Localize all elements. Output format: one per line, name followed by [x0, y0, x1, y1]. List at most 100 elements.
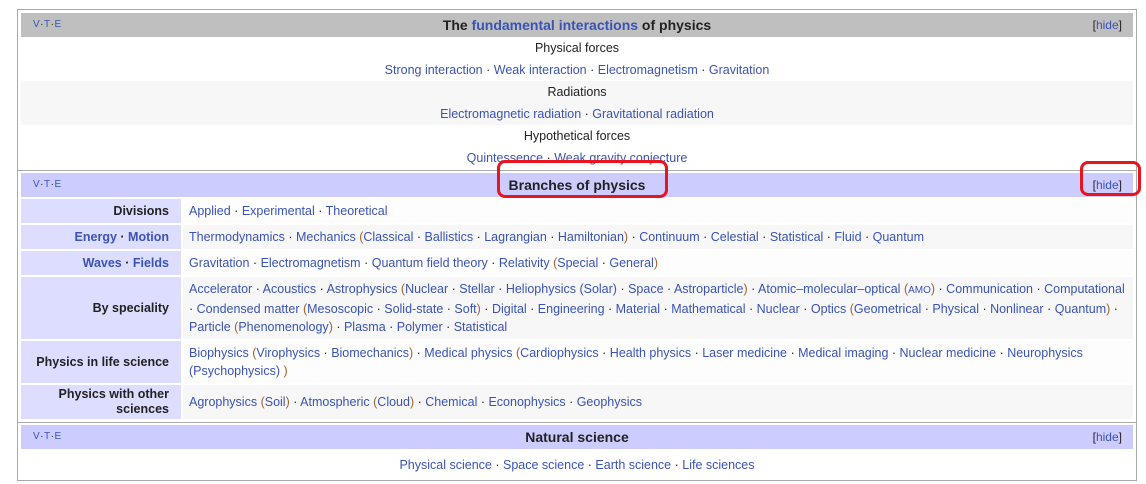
- nav-link[interactable]: Lagrangian: [484, 230, 547, 244]
- branch-link[interactable]: Relativity: [498, 256, 550, 270]
- nav-link[interactable]: Quantum: [1054, 302, 1107, 316]
- nav-link[interactable]: Gravitational radiation: [592, 107, 714, 121]
- branch-link[interactable]: Medical physics: [424, 346, 513, 360]
- hide-toggle[interactable]: [hide]: [1092, 18, 1122, 32]
- branch-link[interactable]: Accelerator: [189, 282, 253, 296]
- nav-link[interactable]: Astroparticle: [673, 282, 744, 296]
- nav-link[interactable]: General: [609, 256, 654, 270]
- branch-link[interactable]: Geophysics: [576, 395, 643, 409]
- branch-link[interactable]: Material: [615, 302, 661, 316]
- row-label-link[interactable]: Fields: [132, 255, 169, 270]
- nav-link[interactable]: Gravitation: [708, 63, 770, 77]
- branch-link[interactable]: Mathematical: [671, 302, 746, 316]
- branch-link[interactable]: Computational: [1044, 282, 1125, 296]
- nav-link[interactable]: Strong interaction: [384, 63, 483, 77]
- nav-link[interactable]: Space science: [502, 458, 585, 472]
- branch-link[interactable]: Chemical: [425, 395, 478, 409]
- nav-link[interactable]: Space: [628, 282, 664, 296]
- branch-link[interactable]: Nuclear: [756, 302, 800, 316]
- branch-link[interactable]: Electromagnetism: [260, 256, 361, 270]
- nav-link[interactable]: Neurophysics (Psychophysics): [189, 346, 1083, 378]
- nav-link[interactable]: Life sciences: [682, 458, 755, 472]
- paren: (: [397, 282, 406, 296]
- branch-link[interactable]: Fluid: [834, 230, 862, 244]
- nav-link[interactable]: Nonlinear: [990, 302, 1044, 316]
- nav-link[interactable]: Soft: [454, 302, 477, 316]
- branch-link[interactable]: Continuum: [639, 230, 700, 244]
- branch-link[interactable]: Agrophysics: [189, 395, 258, 409]
- branch-link[interactable]: Astrophysics: [326, 282, 398, 296]
- nav-link[interactable]: Electromagnetism: [597, 63, 698, 77]
- nav-link[interactable]: Electromagnetic radiation: [440, 107, 582, 121]
- branch-link[interactable]: Statistical: [769, 230, 824, 244]
- branch-link[interactable]: Plasma: [343, 320, 386, 334]
- row-label-link[interactable]: Motion: [128, 229, 169, 244]
- nav-link[interactable]: Biomechanics: [331, 346, 410, 360]
- branch-link[interactable]: Optics: [810, 302, 847, 316]
- nav-link[interactable]: Hamiltonian: [557, 230, 624, 244]
- branch-link[interactable]: Acoustics: [262, 282, 317, 296]
- branch-link[interactable]: Atmospheric: [300, 395, 370, 409]
- nav-link[interactable]: Virophysics: [256, 346, 321, 360]
- nav-link[interactable]: Cardiophysics: [520, 346, 599, 360]
- nav-link[interactable]: Quintessence: [466, 151, 544, 165]
- abbr-link[interactable]: AMO: [908, 285, 931, 296]
- nav-link[interactable]: Weak interaction: [493, 63, 587, 77]
- edit-link[interactable]: E: [54, 431, 62, 442]
- nav-link[interactable]: Health physics: [609, 346, 692, 360]
- nav-link[interactable]: Ballistics: [424, 230, 474, 244]
- branch-link[interactable]: Experimental: [241, 204, 315, 218]
- nav-link[interactable]: Earth science: [595, 458, 672, 472]
- fundamental-interactions-link[interactable]: fundamental interactions: [471, 17, 639, 33]
- edit-link[interactable]: E: [54, 19, 62, 30]
- branch-link[interactable]: Digital: [491, 302, 527, 316]
- branch-link[interactable]: Quantum field theory: [371, 256, 488, 270]
- branch-link[interactable]: Polymer: [396, 320, 443, 334]
- view-link[interactable]: V: [33, 19, 41, 30]
- view-link[interactable]: V: [33, 431, 41, 442]
- talk-link[interactable]: T: [44, 179, 51, 190]
- nav-link[interactable]: Geometrical: [853, 302, 922, 316]
- branch-link[interactable]: Engineering: [537, 302, 605, 316]
- branch-link[interactable]: Applied: [189, 204, 231, 218]
- branch-link[interactable]: Atomic–molecular–optical: [758, 282, 901, 296]
- nav-link[interactable]: Solid-state: [384, 302, 444, 316]
- nav-link[interactable]: Laser medicine: [702, 346, 787, 360]
- hide-toggle[interactable]: [hide]: [1092, 430, 1122, 444]
- nav-link[interactable]: Physical: [932, 302, 979, 316]
- nav-link[interactable]: Nuclear medicine: [899, 346, 997, 360]
- branch-link[interactable]: Thermodynamics: [189, 230, 285, 244]
- nav-link[interactable]: Physical science: [399, 458, 492, 472]
- nav-link[interactable]: Weak gravity conjecture: [554, 151, 688, 165]
- branch-link[interactable]: Gravitation: [189, 256, 250, 270]
- nav-link[interactable]: Nuclear: [405, 282, 449, 296]
- branch-link[interactable]: Statistical: [453, 320, 508, 334]
- edit-link[interactable]: E: [54, 179, 62, 190]
- hide-toggle[interactable]: [hide]: [1092, 178, 1122, 192]
- row-label-link[interactable]: Waves: [82, 255, 122, 270]
- nav-link[interactable]: Medical imaging: [798, 346, 889, 360]
- nav-link[interactable]: Stellar: [459, 282, 495, 296]
- nav-link[interactable]: Phenomenology: [238, 320, 329, 334]
- branch-link[interactable]: Particle: [189, 320, 231, 334]
- nav-link[interactable]: Cloud: [377, 395, 410, 409]
- nav-link[interactable]: Classical: [363, 230, 414, 244]
- separator-dot: ·: [121, 255, 133, 270]
- branch-link[interactable]: Communication: [946, 282, 1034, 296]
- talk-link[interactable]: T: [44, 19, 51, 30]
- branch-link[interactable]: Celestial: [710, 230, 759, 244]
- branch-link[interactable]: Mechanics: [295, 230, 356, 244]
- branch-link[interactable]: Condensed matter: [196, 302, 300, 316]
- branch-link[interactable]: Biophysics: [189, 346, 249, 360]
- branch-link[interactable]: Theoretical: [325, 204, 388, 218]
- branch-link[interactable]: Quantum: [872, 230, 925, 244]
- nav-link[interactable]: Special: [557, 256, 599, 270]
- talk-link[interactable]: T: [44, 431, 51, 442]
- branch-link[interactable]: Econophysics: [488, 395, 566, 409]
- nav-link[interactable]: Soil: [264, 395, 286, 409]
- nav-link[interactable]: Heliophysics (Solar): [505, 282, 617, 296]
- nav-link[interactable]: Mesoscopic: [307, 302, 374, 316]
- view-link[interactable]: V: [33, 179, 41, 190]
- row-label-link[interactable]: Energy: [74, 229, 117, 244]
- paren: ): [328, 320, 333, 334]
